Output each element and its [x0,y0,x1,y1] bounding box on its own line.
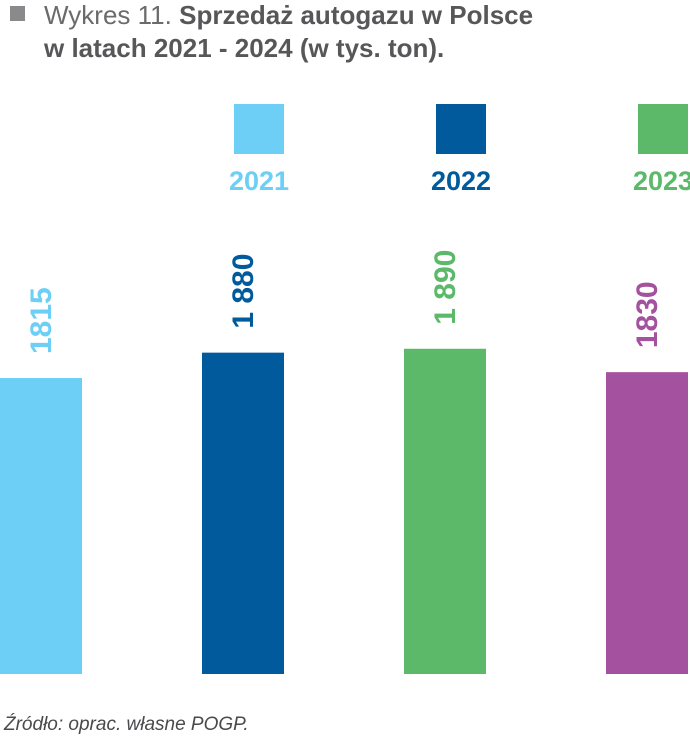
bar-2024 [606,372,688,674]
bar-2021 [0,378,82,674]
title-line-1: Wykres 11. Sprzedaż autogazu w Polsce [44,0,533,30]
legend-label-2023: 2023 [633,166,690,196]
data-label-2023: 1 890 [429,250,462,325]
title-main-line-1: Sprzedaż autogazu w Polsce [179,0,534,30]
title-line-2: w latach 2021 - 2024 (w tys. ton). [44,33,444,63]
bar-2022 [202,352,284,674]
legend-swatch-2021 [234,104,284,154]
legend-label-2021: 2021 [229,166,289,196]
title-main-line-2: w latach 2021 - 2024 (w tys. ton). [44,33,445,63]
source-note: Źródło: oprac. własne POGP. [4,714,249,735]
legend-swatch-2023 [638,104,688,154]
title-square-icon [10,6,25,21]
data-label-2021: 1815 [25,287,58,354]
title-prefix: Wykres 11. [44,0,172,30]
legend-label-2022: 2022 [431,166,491,196]
data-label-2024: 1830 [631,281,664,348]
bar-2023 [404,348,486,674]
data-label-2022: 1 880 [227,254,260,329]
legend-swatch-2022 [436,104,486,154]
